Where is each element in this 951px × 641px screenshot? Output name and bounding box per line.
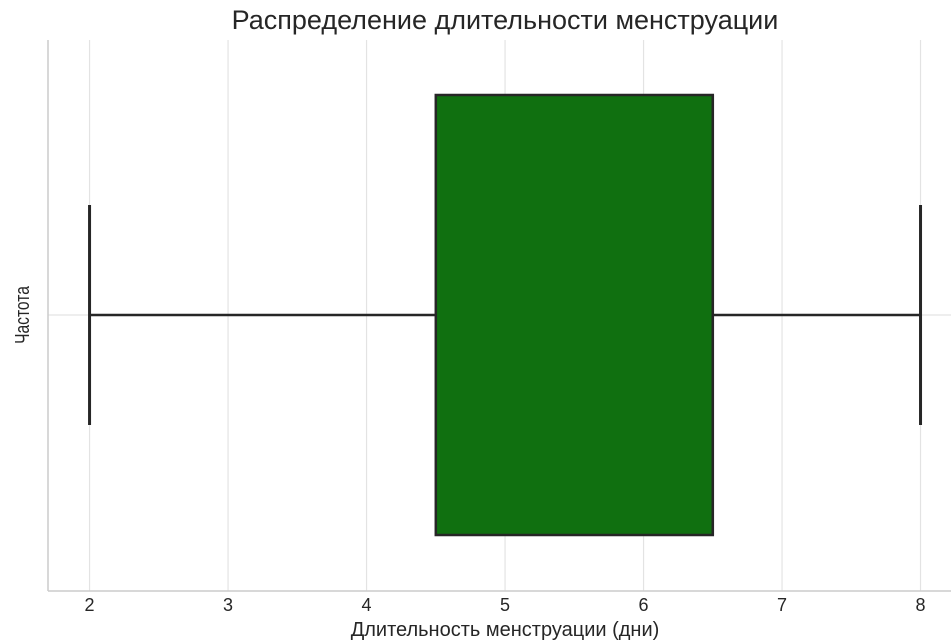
x-tick-label: 7 (777, 595, 787, 615)
box-plot (88, 93, 923, 537)
x-tick-label: 2 (85, 595, 95, 615)
x-tick-label: 3 (223, 595, 233, 615)
x-tick-label: 5 (500, 595, 510, 615)
x-tick-label: 6 (639, 595, 649, 615)
x-tick-label: 8 (916, 595, 926, 615)
iqr-box (434, 93, 715, 537)
y-axis-label: Частота (11, 286, 33, 344)
x-axis-label: Длительность менструации (дни) (351, 619, 660, 641)
x-tick-label: 4 (362, 595, 372, 615)
chart-title: Распределение длительности менструации (232, 5, 779, 35)
x-tick-labels: 2 3 4 5 6 7 8 (85, 595, 926, 615)
